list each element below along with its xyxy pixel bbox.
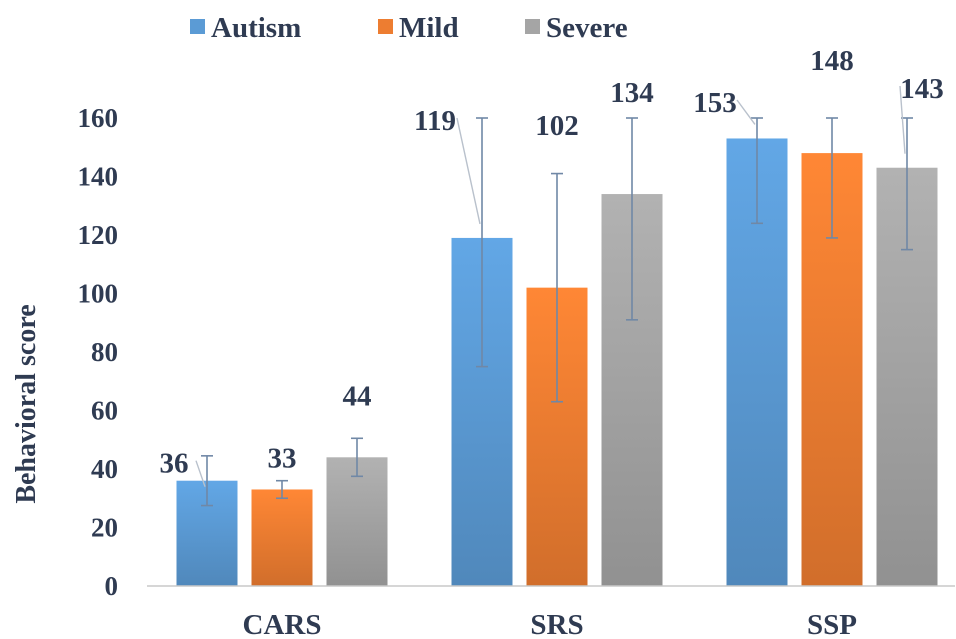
data-label: 119: [414, 105, 456, 137]
data-label-leader: [736, 99, 756, 125]
data-label: 102: [535, 110, 579, 142]
data-label-leader: [456, 117, 481, 225]
data-label-leader: [899, 85, 906, 154]
x-tick-label: SSP: [807, 609, 857, 639]
legend-label-mild: Mild: [399, 12, 459, 44]
bars: 36 33 44 119 102 134 153 148 143: [160, 45, 944, 587]
y-tick-label: 140: [78, 162, 119, 192]
data-label: 134: [610, 77, 654, 109]
data-label: 44: [343, 380, 372, 412]
legend-swatch-mild: [378, 19, 393, 34]
y-tick-label: 0: [105, 571, 119, 601]
x-axis: CARS SRS SSP: [147, 585, 955, 639]
legend-swatch-autism: [190, 19, 205, 34]
y-tick-label: 40: [91, 454, 118, 484]
y-tick-label: 60: [91, 396, 118, 426]
y-tick-label: 100: [78, 279, 119, 309]
y-tick-label: 120: [78, 220, 119, 250]
y-tick-label: 80: [91, 337, 118, 367]
legend: Autism Mild Severe: [190, 12, 628, 44]
bar-mild-cars: [251, 489, 313, 586]
x-tick-label: SRS: [530, 609, 583, 639]
x-tick-label: CARS: [243, 609, 322, 639]
y-tick-label: 20: [91, 513, 118, 543]
data-label: 153: [693, 87, 737, 119]
y-axis-title: Behavioral score: [11, 304, 42, 503]
y-tick-label: 160: [78, 103, 119, 133]
data-label-leader: [195, 460, 206, 487]
legend-swatch-severe: [525, 19, 540, 34]
bar-severe-cars: [326, 457, 388, 586]
data-label: 33: [268, 442, 297, 474]
data-label: 143: [900, 73, 944, 105]
data-label: 36: [160, 448, 189, 480]
data-label: 148: [810, 45, 854, 77]
y-axis: 0 20 40 60 80 100 120 140 160: [78, 103, 119, 601]
legend-label-autism: Autism: [211, 12, 301, 44]
legend-label-severe: Severe: [546, 12, 628, 44]
